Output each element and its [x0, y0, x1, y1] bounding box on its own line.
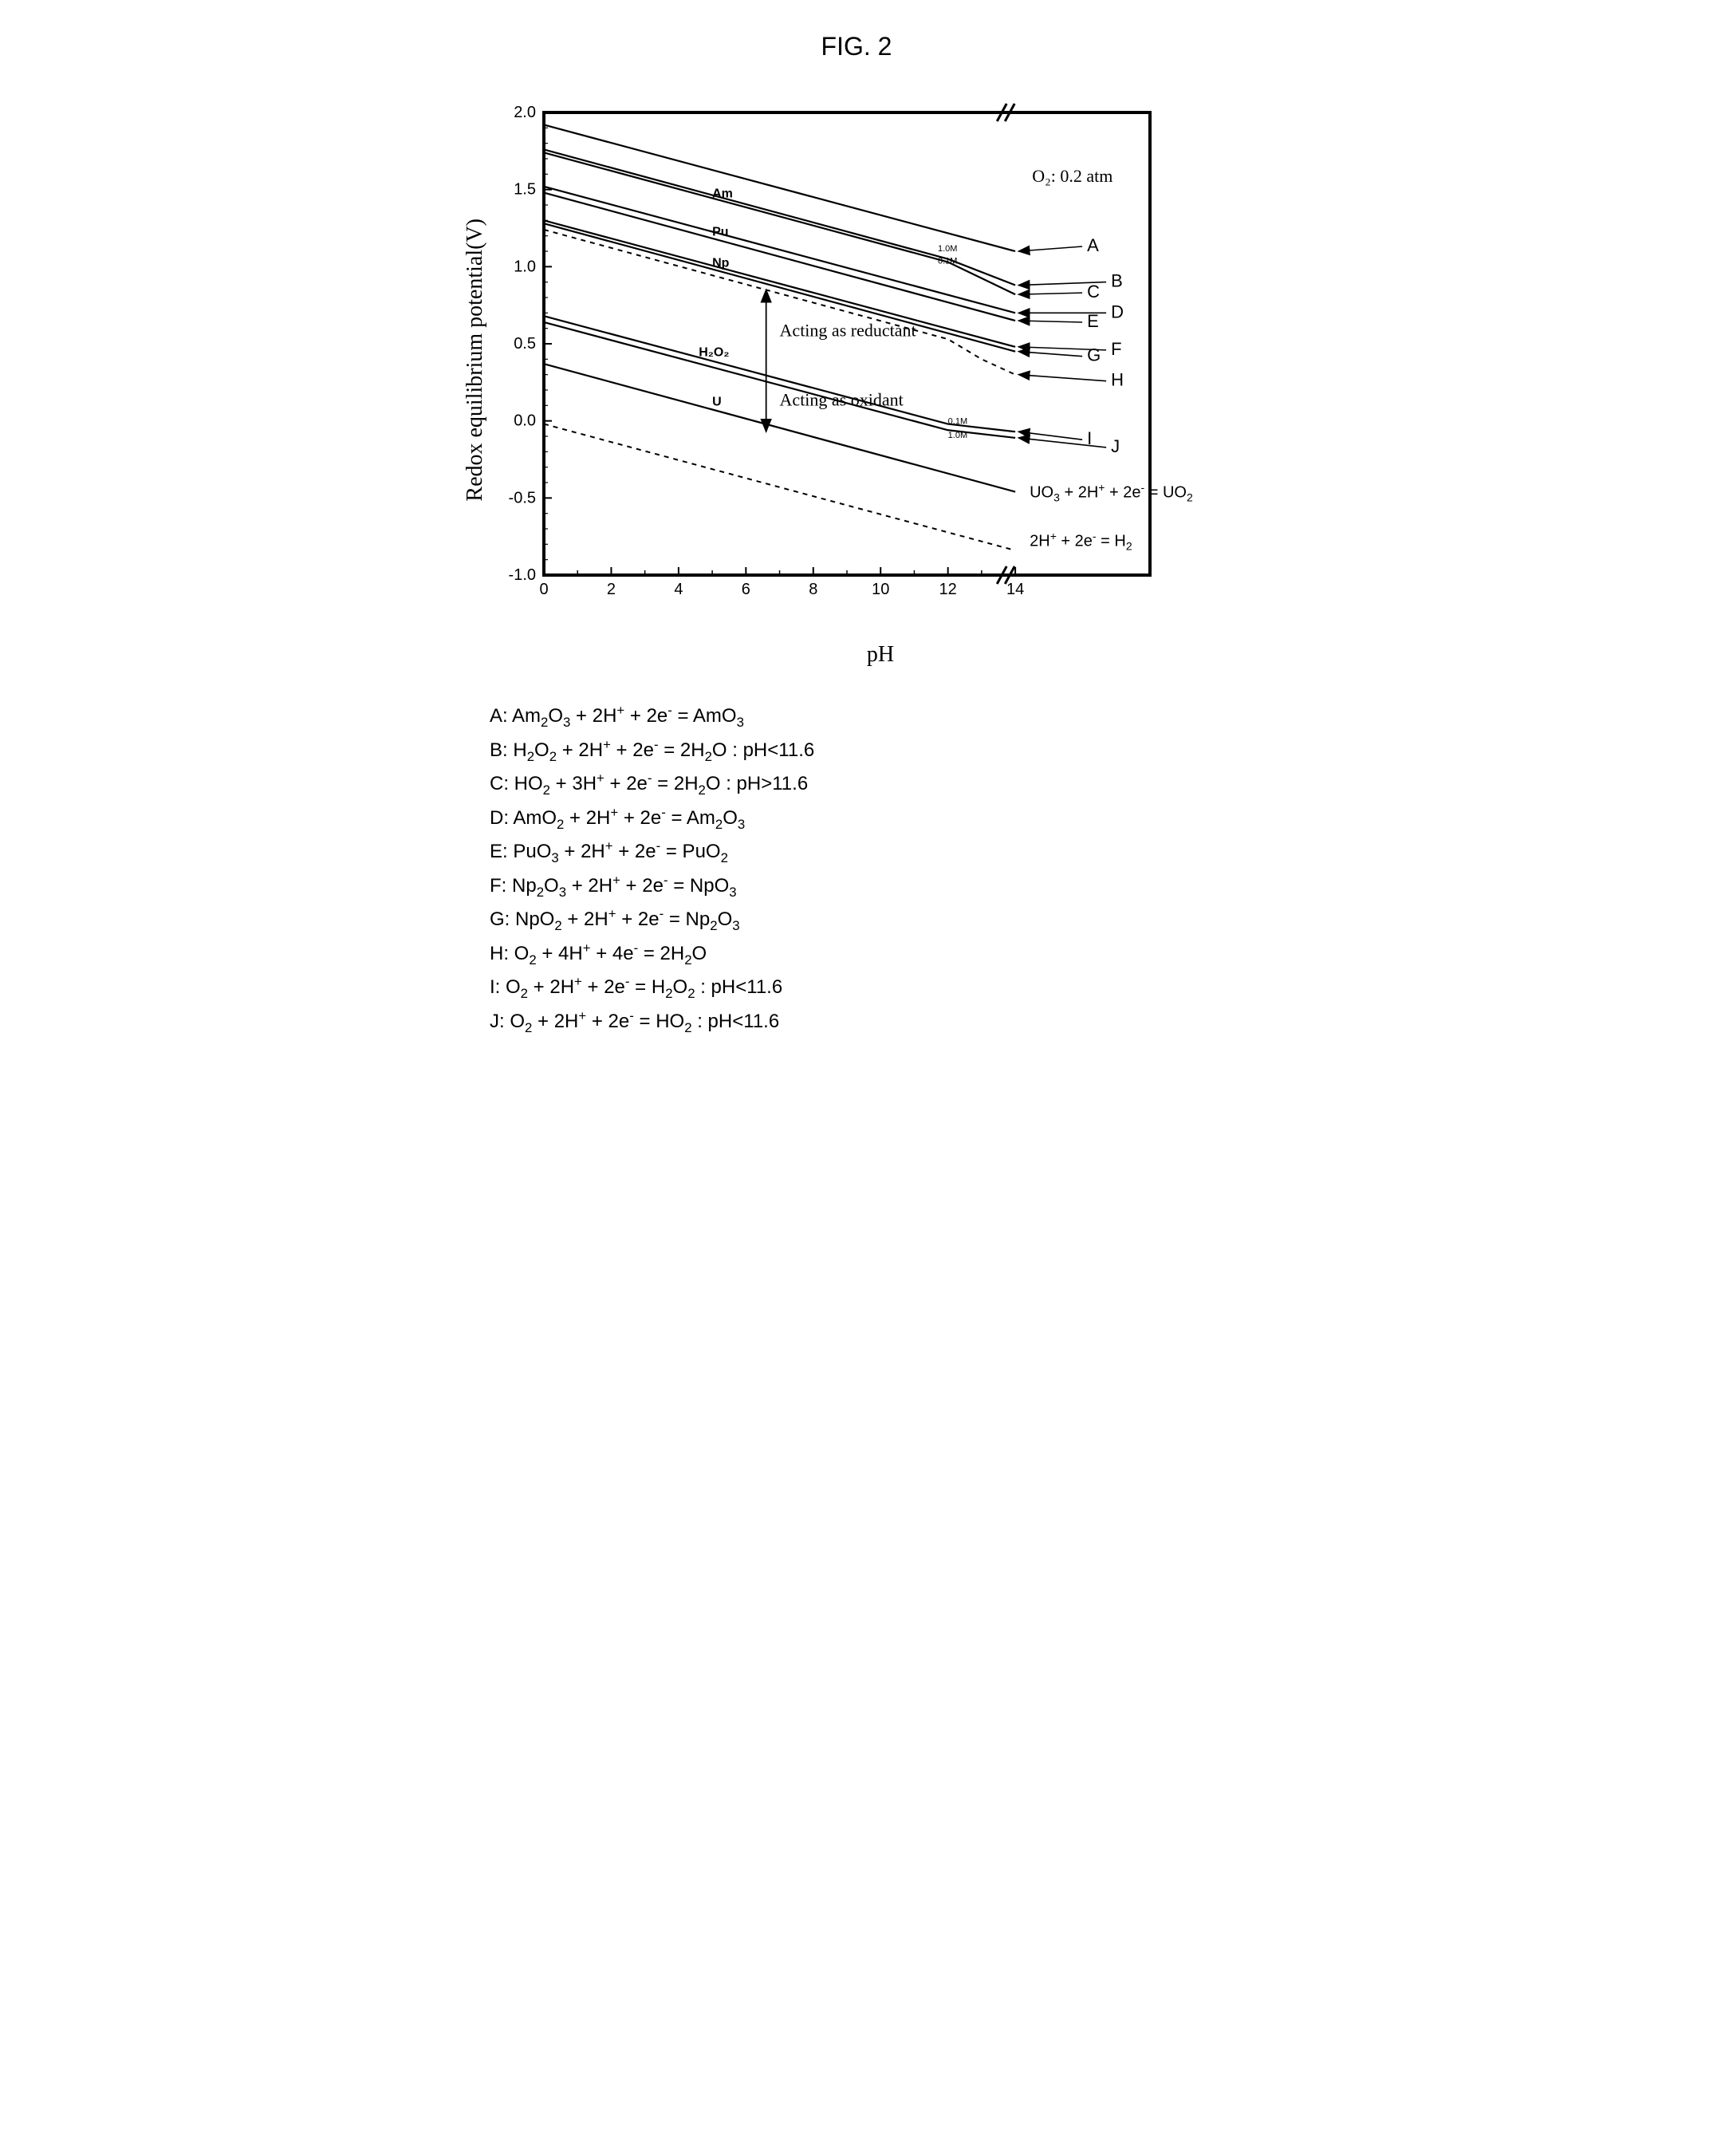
series-letter-B: B [1111, 271, 1123, 291]
legend-item: D: AmO2 + 2H+ + 2e- = Am2O3 [490, 802, 1255, 836]
legend-item: F: Np2O3 + 2H+ + 2e- = NpO3 [490, 869, 1255, 904]
svg-text:10: 10 [872, 581, 889, 598]
inline-label: Np [712, 256, 730, 270]
annotation-text: Acting as oxidant [780, 389, 904, 409]
svg-text:8: 8 [809, 581, 817, 598]
legend-item: H: O2 + 4H+ + 4e- = 2H2O [490, 937, 1255, 972]
inline-label: 0.1M [948, 417, 967, 427]
y-axis-label: Redox equilibrium potential(V) [458, 219, 488, 502]
inline-label: H₂O₂ [699, 345, 729, 359]
svg-text:12: 12 [939, 581, 957, 598]
redox-chart: 0 2 4 6 8 10 12 14 -1.0 -0.5 0.0 0.5 1.0 1.5 2.0 Am Pu Np… [488, 81, 1254, 639]
series-letter-G: G [1087, 345, 1101, 365]
svg-text:4: 4 [674, 581, 683, 598]
series-letter-H: H [1111, 370, 1124, 390]
inline-label: 1.0M [948, 431, 967, 440]
chart-row: Redox equilibrium potential(V) 0 2 4 6 8 10 12… [458, 81, 1255, 639]
inline-label: 0.1M [938, 256, 957, 266]
svg-text:-1.0: -1.0 [509, 566, 536, 584]
legend-item: A: Am2O3 + 2H+ + 2e- = AmO3 [490, 700, 1255, 734]
legend-item: E: PuO3 + 2H+ + 2e- = PuO2 [490, 835, 1255, 869]
figure-title: FIG. 2 [458, 32, 1255, 61]
legend-item: I: O2 + 2H+ + 2e- = H2O2 : pH<11.6 [490, 971, 1255, 1005]
svg-text:6: 6 [742, 581, 750, 598]
series-letter-D: D [1111, 302, 1124, 321]
x-axis-label: pH [506, 642, 1255, 668]
svg-text:0.0: 0.0 [514, 412, 536, 430]
right-equation: 2H+ + 2e- = H2 [1030, 530, 1237, 554]
svg-text:2: 2 [607, 581, 616, 598]
svg-text:2.0: 2.0 [514, 104, 536, 121]
annotation-text: O₂: 0.2 atm [1032, 166, 1112, 186]
right-equation: UO3 + 2H+ + 2e- = UO2 [1030, 481, 1237, 505]
legend-item: J: O2 + 2H+ + 2e- = HO2 : pH<11.6 [490, 1005, 1255, 1039]
svg-text:0: 0 [539, 581, 548, 598]
legend-item: C: HO2 + 3H+ + 2e- = 2H2O : pH>11.6 [490, 767, 1255, 802]
legend-item: G: NpO2 + 2H+ + 2e- = Np2O3 [490, 903, 1255, 937]
inline-label: 1.0M [938, 244, 957, 254]
svg-text:14: 14 [1006, 581, 1024, 598]
inline-label: U [712, 395, 722, 408]
svg-text:1.0: 1.0 [514, 258, 536, 275]
svg-text:-0.5: -0.5 [509, 489, 536, 506]
series-letter-F: F [1111, 339, 1121, 359]
inline-label: Am [712, 187, 733, 200]
series-letter-C: C [1087, 282, 1100, 302]
series-letter-J: J [1111, 436, 1120, 456]
legend-item: B: H2O2 + 2H+ + 2e- = 2H2O : pH<11.6 [490, 734, 1255, 768]
legend-block: A: Am2O3 + 2H+ + 2e- = AmO3B: H2O2 + 2H+… [490, 700, 1255, 1039]
series-letter-E: E [1087, 311, 1099, 331]
figure-container: FIG. 2 Redox equilibrium potential(V) 0 2… [458, 32, 1255, 1039]
svg-text:1.5: 1.5 [514, 181, 536, 199]
svg-text:0.5: 0.5 [514, 335, 536, 353]
annotation-text: Acting as reductant [780, 320, 916, 340]
series-letter-A: A [1087, 235, 1099, 255]
inline-label: Pu [712, 226, 728, 239]
